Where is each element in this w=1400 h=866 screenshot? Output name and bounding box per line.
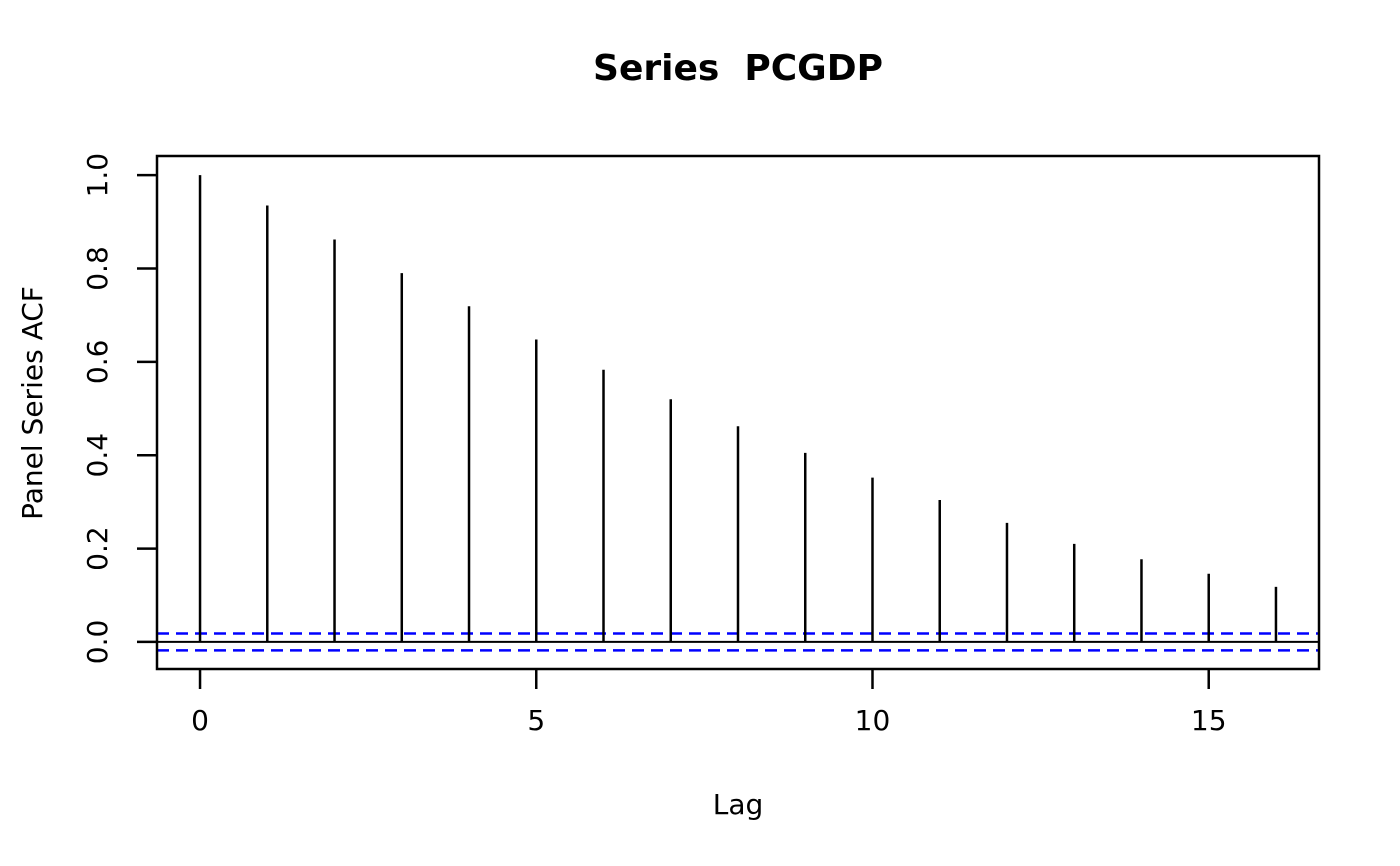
x-axis-tick-label-15: 15 — [1191, 704, 1227, 737]
x-axis-title: Lag — [713, 788, 764, 821]
y-axis-tick-label-0.4: 0.4 — [81, 433, 114, 478]
x-axis-tick-label-5: 5 — [527, 704, 545, 737]
y-axis-tick-label-0.8: 0.8 — [81, 246, 114, 291]
x-axis-tick-label-10: 10 — [855, 704, 891, 737]
plot-content: 0 5 10 15 0.0 0.2 0.4 0.6 0.8 1.0 — [81, 153, 1319, 737]
x-axis-tick-label-0: 0 — [191, 704, 209, 737]
y-axis-title: Panel Series ACF — [16, 286, 49, 520]
chart-title: Series PCGDP — [593, 48, 883, 89]
y-axis-tick-label-1.0: 1.0 — [81, 153, 114, 198]
y-axis-tick-label-0.0: 0.0 — [81, 620, 114, 665]
y-axis-tick-label-0.6: 0.6 — [81, 340, 114, 385]
y-axis-tick-label-0.2: 0.2 — [81, 526, 114, 571]
plot-border — [155, 154, 1321, 671]
